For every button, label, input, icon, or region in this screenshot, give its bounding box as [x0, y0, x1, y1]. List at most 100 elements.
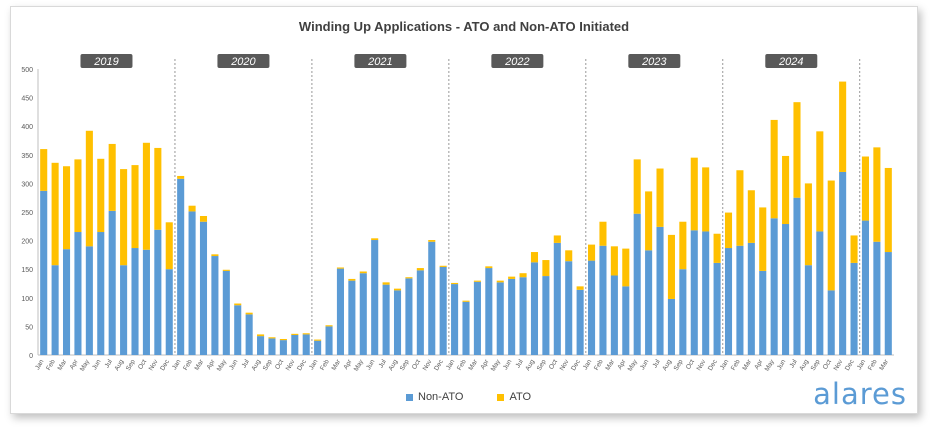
- bar-non-ato: [154, 229, 162, 355]
- x-tick-label: Nov: [696, 358, 708, 372]
- bar-non-ato: [40, 190, 48, 355]
- bar-ato: [51, 162, 59, 266]
- bar-ato: [576, 286, 584, 290]
- y-tick-label: 450: [21, 96, 33, 103]
- year-badge: [628, 54, 681, 68]
- x-tick-label: Jun: [365, 358, 376, 371]
- bar-ato: [473, 280, 481, 282]
- bar-ato: [530, 252, 539, 263]
- bar-ato: [690, 157, 698, 231]
- x-tick-label: Nov: [285, 358, 297, 372]
- bar-ato: [131, 165, 139, 249]
- legend-swatch-non-ato: [406, 393, 413, 401]
- bar-non-ato: [816, 231, 824, 355]
- bar-non-ato: [850, 262, 858, 355]
- bar-non-ato: [690, 230, 698, 355]
- bar-non-ato: [393, 290, 402, 355]
- bar-non-ato: [257, 336, 265, 355]
- bar-non-ato: [747, 242, 755, 355]
- x-tick-label: Jan: [856, 358, 867, 371]
- year-badge: [765, 54, 818, 68]
- x-tick-label: Feb: [45, 358, 57, 372]
- x-tick-label: Aug: [387, 358, 399, 372]
- x-tick-label: Nov: [148, 358, 160, 372]
- bar-ato: [348, 278, 356, 281]
- bar-non-ato: [85, 246, 93, 355]
- bar-non-ato: [97, 232, 105, 355]
- bar-non-ato: [553, 242, 561, 355]
- bar-ato: [873, 147, 881, 242]
- bar-ato: [462, 300, 470, 302]
- bar-ato: [382, 282, 390, 285]
- year-label: 2020: [230, 56, 256, 68]
- x-tick-label: Jan: [171, 358, 182, 371]
- bar-ato: [177, 175, 185, 179]
- x-tick-label: Oct: [137, 358, 148, 370]
- x-tick-label: Jan: [308, 358, 319, 371]
- bar-ato: [268, 337, 276, 339]
- x-tick-label: Dec: [159, 358, 171, 372]
- x-tick-label: Sep: [125, 358, 137, 372]
- x-tick-label: Jan: [34, 358, 45, 371]
- bar-ato: [199, 216, 208, 222]
- x-tick-label: Aug: [524, 358, 536, 372]
- bar-ato: [736, 170, 744, 246]
- bar-ato: [793, 102, 801, 198]
- bar-non-ato: [702, 231, 710, 355]
- x-tick-label: Apr: [753, 358, 765, 371]
- bar-non-ato: [793, 197, 801, 355]
- bar-ato: [804, 183, 812, 266]
- year-badge: [80, 54, 133, 68]
- x-tick-label: Aug: [798, 358, 810, 372]
- x-tick-label: Oct: [548, 358, 559, 370]
- bar-ato: [74, 159, 82, 233]
- chart-title: Winding Up Applications - ATO and Non-AT…: [298, 19, 630, 34]
- bar-ato: [656, 168, 664, 227]
- y-tick-label: 150: [21, 267, 33, 274]
- y-tick-label: 50: [25, 324, 33, 331]
- bar-non-ato: [336, 268, 344, 355]
- bar-non-ato: [62, 249, 71, 355]
- bar-ato: [508, 276, 516, 279]
- year-label: 2023: [641, 56, 667, 68]
- bar-non-ato: [74, 232, 82, 355]
- x-tick-label: Feb: [456, 358, 468, 372]
- x-tick-label: Aug: [250, 358, 262, 372]
- legend-item-non-ato: Non-ATO: [406, 391, 463, 403]
- bar-ato: [97, 158, 105, 233]
- bar-non-ato: [199, 221, 208, 355]
- bar-ato: [371, 238, 379, 241]
- bar-non-ato: [302, 334, 310, 355]
- bar-ato: [336, 267, 344, 269]
- bar-non-ato: [656, 226, 664, 355]
- bar-ato: [142, 142, 150, 250]
- bar-ato: [291, 333, 299, 335]
- bar-non-ato: [279, 340, 287, 355]
- bar-ato: [850, 235, 858, 263]
- brand-logo: alares: [813, 377, 907, 411]
- x-tick-label: Feb: [182, 358, 194, 372]
- x-tick-label: Oct: [411, 358, 422, 370]
- bar-ato: [428, 240, 436, 242]
- x-tick-label: Mar: [331, 358, 343, 372]
- bar-non-ato: [165, 269, 173, 355]
- x-tick-label: Mar: [741, 358, 753, 372]
- bar-non-ato: [382, 284, 390, 355]
- bar-non-ato: [576, 289, 584, 355]
- x-tick-label: Oct: [822, 358, 833, 370]
- chart-frame: Winding Up Applications - ATO and Non-AT…: [10, 6, 918, 414]
- bar-non-ato: [861, 220, 870, 355]
- bar-ato: [702, 167, 710, 232]
- bar-non-ato: [622, 286, 630, 355]
- x-tick-label: Apr: [479, 358, 491, 371]
- y-tick-label: 250: [21, 210, 33, 217]
- x-tick-label: Sep: [810, 358, 822, 372]
- bar-ato: [85, 130, 93, 247]
- bar-ato: [416, 268, 424, 271]
- bar-non-ato: [211, 256, 219, 355]
- legend-swatch-ato: [497, 393, 505, 401]
- bar-ato: [496, 280, 504, 283]
- x-tick-label: Sep: [673, 358, 685, 372]
- bar-non-ato: [610, 275, 618, 355]
- bar-ato: [485, 266, 493, 269]
